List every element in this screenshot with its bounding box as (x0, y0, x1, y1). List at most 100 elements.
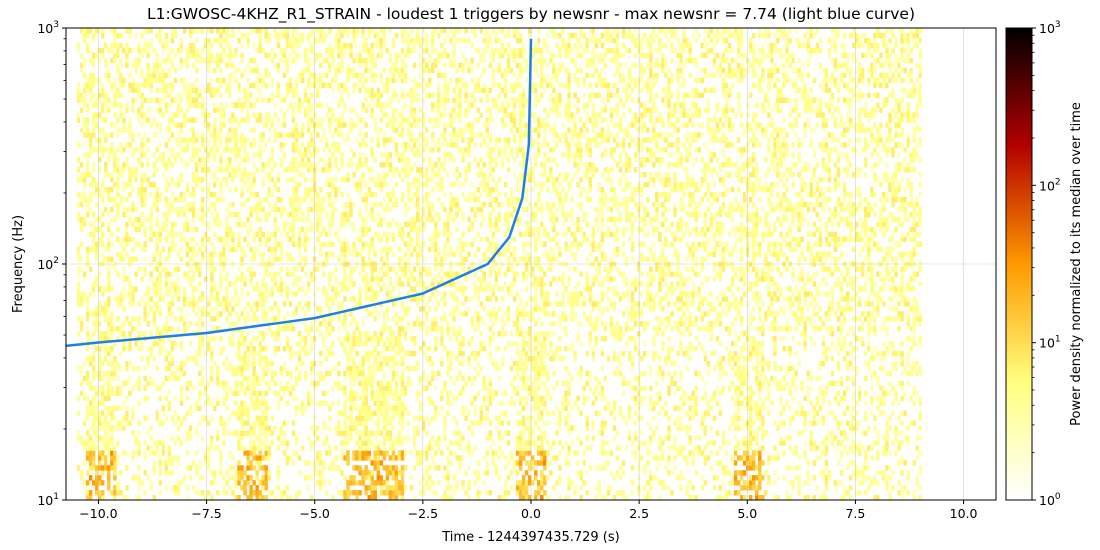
spectrogram-pixel (309, 321, 314, 327)
spectrogram-pixel (170, 326, 175, 332)
spectrogram-pixel (361, 440, 365, 446)
spectrogram-pixel (110, 425, 114, 431)
spectrogram-pixel (343, 206, 347, 213)
spectrogram-pixel (255, 415, 259, 421)
spectrogram-pixel (367, 286, 371, 292)
spectrogram-pixel (282, 281, 287, 287)
spectrogram-pixel (428, 147, 432, 153)
spectrogram-pixel (146, 97, 150, 103)
spectrogram-pixel (334, 117, 338, 123)
spectrogram-pixel (261, 167, 265, 173)
spectrogram-pixel (379, 47, 384, 54)
spectrogram-pixel (352, 400, 356, 406)
spectrogram-pixel (237, 415, 241, 421)
spectrogram-pixel (273, 216, 278, 223)
spectrogram-pixel (191, 276, 196, 282)
spectrogram-pixel (376, 177, 381, 183)
spectrogram-pixel (246, 420, 250, 426)
spectrogram-pixel (394, 465, 399, 471)
spectrogram-pixel (388, 405, 393, 411)
spectrogram-pixel (85, 167, 90, 173)
spectrogram-pixel (88, 291, 93, 297)
spectrogram-pixel (122, 112, 126, 118)
spectrogram-pixel (306, 117, 311, 123)
spectrogram-pixel (412, 216, 417, 223)
spectrogram-pixel (107, 191, 111, 198)
spectrogram-pixel (288, 256, 293, 262)
spectrogram-pixel (182, 117, 187, 123)
spectrogram-pixel (412, 201, 417, 208)
spectrogram-pixel (364, 355, 368, 362)
spectrogram-pixel (297, 216, 302, 223)
spectrogram-pixel (409, 112, 414, 118)
spectrogram-pixel (340, 122, 344, 128)
spectrogram-pixel (264, 271, 268, 277)
spectrogram-pixel (122, 122, 126, 128)
spectrogram-pixel (331, 385, 335, 392)
spectrogram-pixel (276, 256, 281, 262)
spectrogram-pixel (367, 102, 371, 108)
spectrogram-pixel (358, 296, 362, 302)
spectrogram-pixel (188, 97, 193, 103)
spectrogram-pixel (91, 405, 96, 411)
spectrogram-pixel (343, 221, 347, 228)
spectrogram-pixel (412, 365, 417, 372)
spectrogram-pixel (125, 231, 129, 238)
spectrogram-pixel (288, 236, 293, 243)
spectrogram-pixel (140, 331, 144, 337)
spectrogram-pixel (143, 231, 147, 238)
spectrogram-pixel (279, 231, 284, 238)
spectrogram-pixel (143, 241, 147, 248)
spectrogram-pixel (249, 67, 253, 74)
spectrogram-pixel (267, 157, 271, 163)
spectrogram-pixel (261, 276, 265, 282)
spectrogram-pixel (222, 246, 226, 252)
spectrogram-pixel (231, 117, 235, 123)
spectrogram-pixel (409, 87, 414, 93)
spectrogram-pixel (258, 450, 262, 456)
spectrogram-pixel (125, 365, 129, 372)
spectrogram-pixel (104, 425, 108, 431)
spectrogram-pixel (267, 32, 271, 39)
spectrogram-pixel (98, 331, 102, 337)
spectrogram-pixel (243, 450, 247, 456)
spectrogram-pixel (394, 485, 399, 491)
spectrogram-pixel (276, 177, 281, 183)
spectrogram-pixel (182, 137, 187, 143)
spectrogram-pixel (331, 251, 335, 257)
spectrogram-pixel (343, 440, 347, 446)
spectrogram-pixel (128, 341, 132, 347)
spectrogram-pixel (82, 28, 87, 34)
spectrogram-pixel (170, 147, 175, 153)
spectrogram-pixel (101, 420, 105, 426)
spectrogram-pixel (219, 77, 223, 84)
spectrogram-pixel (210, 42, 214, 49)
spectrogram-pixel (422, 321, 426, 327)
spectrogram-pixel (415, 301, 420, 307)
spectrogram-pixel (400, 380, 405, 387)
spectrogram-pixel (294, 375, 299, 382)
spectrogram-pixel (76, 316, 81, 322)
spectrogram-pixel (252, 405, 256, 411)
spectrogram-pixel (400, 256, 405, 262)
spectrogram-pixel (376, 341, 381, 347)
spectrogram-pixel (270, 167, 275, 173)
spectrogram-pixel (358, 405, 362, 411)
spectrogram-pixel (122, 162, 126, 168)
spectrogram-pixel (406, 167, 411, 173)
spectrogram-pixel (170, 460, 175, 466)
spectrogram-pixel (367, 360, 371, 367)
spectrogram-pixel (412, 37, 417, 44)
spectrogram-pixel (91, 400, 96, 406)
spectrogram-pixel (358, 341, 362, 347)
spectrogram-pixel (349, 47, 353, 54)
spectrogram-pixel (300, 256, 305, 262)
spectrogram-pixel (309, 117, 314, 123)
spectrogram-pixel (140, 196, 144, 203)
spectrogram-pixel (137, 92, 141, 98)
spectrogram-pixel (364, 221, 368, 228)
spectrogram-pixel (185, 186, 190, 193)
spectrogram-pixel (113, 296, 117, 302)
spectrogram-pixel (373, 435, 377, 441)
spectrogram-pixel (406, 410, 411, 416)
